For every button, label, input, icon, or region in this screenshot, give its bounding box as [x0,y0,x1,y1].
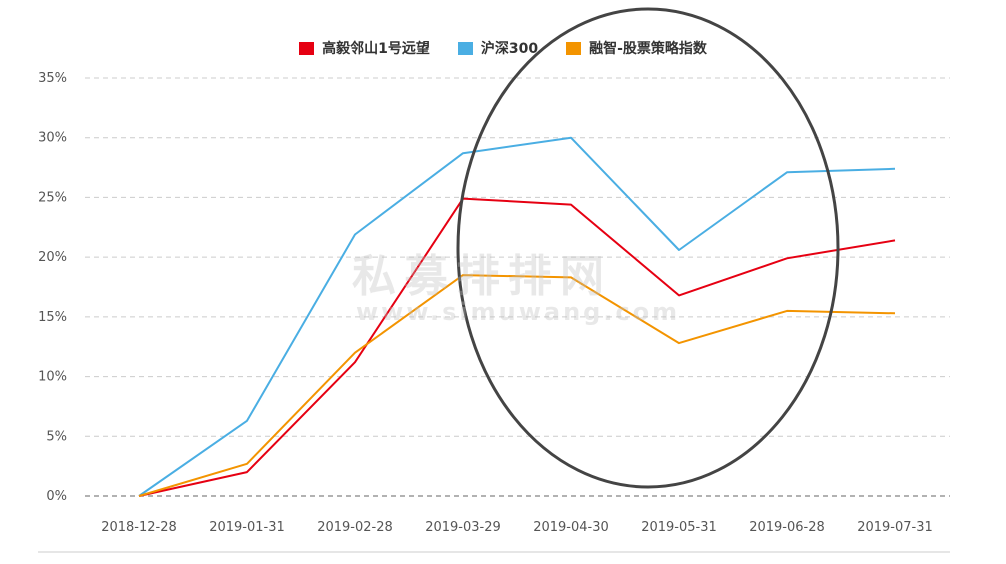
x-tick-label: 2019-06-28 [749,520,825,535]
y-tick-label: 35% [38,71,67,86]
y-axis-ticks: 0% 5% 10% 15% 20% 25% 30% 35% [38,71,67,504]
x-tick-label: 2019-04-30 [533,520,609,535]
y-tick-label: 10% [38,370,67,385]
series-line-2 [138,274,896,497]
legend-label-hs300: 沪深300 [480,41,539,57]
legend-label-rongzhi: 融智-股票策略指数 [589,41,707,57]
legend-swatch-gaoyi [299,41,315,55]
y-tick-label: 5% [46,429,67,444]
series-lines [138,136,896,497]
legend-swatch-rongzhi [566,41,582,55]
watermark-en: www.simuwang.com [356,298,681,326]
x-tick-label: 2019-07-31 [857,520,933,535]
y-tick-label: 25% [38,190,67,205]
y-tick-label: 30% [38,131,67,146]
annotation-layer [456,7,840,489]
gridlines [38,77,950,553]
x-tick-label: 2019-03-29 [425,520,501,535]
x-tick-label: 2018-12-28 [101,520,177,535]
legend-label-gaoyi: 高毅邻山1号远望 [322,41,430,57]
legend-item-hs300[interactable]: 沪深300 [457,38,539,58]
x-tick-label: 2019-01-31 [209,520,285,535]
legend: 高毅邻山1号远望 沪深300 融智-股票策略指数 [0,38,1006,58]
legend-item-rongzhi[interactable]: 融智-股票策略指数 [566,38,707,58]
legend-swatch-hs300 [457,41,473,55]
y-tick-label: 20% [38,250,67,265]
y-tick-label: 0% [46,489,67,504]
x-tick-label: 2019-05-31 [641,520,717,535]
x-tick-label: 2019-02-28 [317,520,393,535]
series-line-0 [138,197,896,497]
series-line-1 [138,136,896,497]
legend-item-gaoyi[interactable]: 高毅邻山1号远望 [299,38,430,58]
x-axis-ticks: 2018-12-28 2019-01-31 2019-02-28 2019-03-29… [101,520,933,535]
y-tick-label: 15% [38,310,67,325]
watermark-cn: 私募排排网 [352,251,612,302]
highlight-ellipse [456,7,840,489]
